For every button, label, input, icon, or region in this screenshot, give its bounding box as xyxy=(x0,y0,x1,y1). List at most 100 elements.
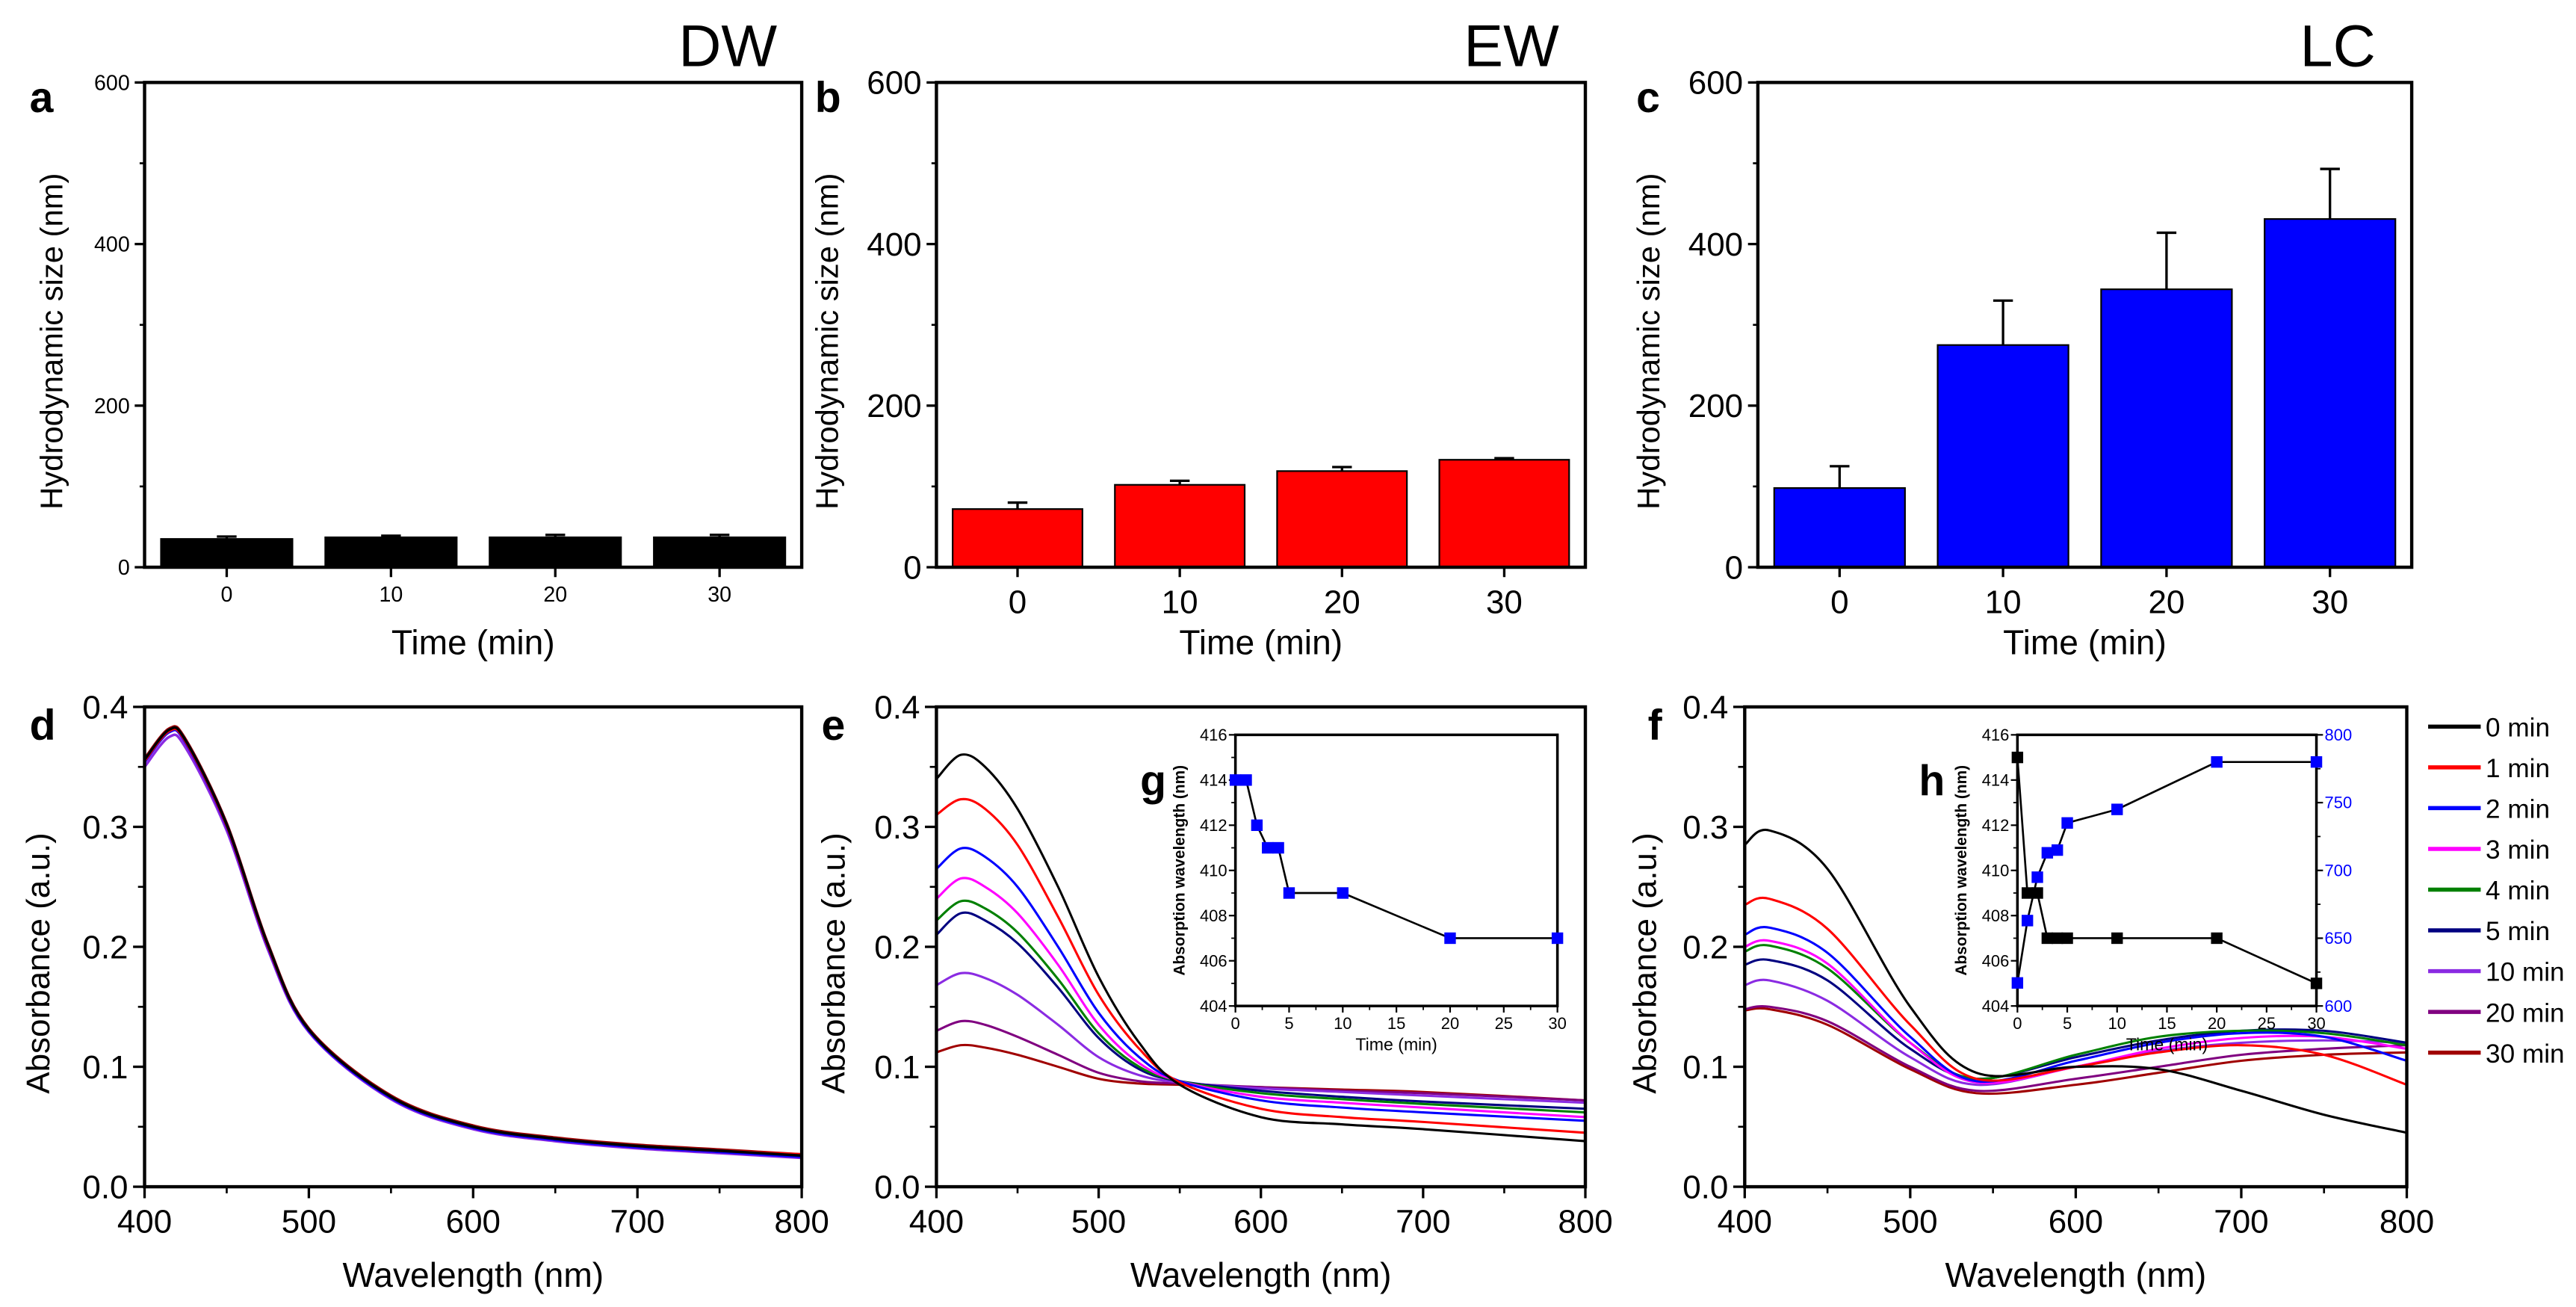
inset-y2-tick-label: 600 xyxy=(2325,997,2353,1016)
spectrum-line-e-4-min xyxy=(935,899,1586,1114)
inset-x-tick-label: 15 xyxy=(1387,1014,1405,1033)
y-axis-label: Absorbance (a.u.) xyxy=(1627,832,1664,1094)
x-tick-label: 700 xyxy=(610,1204,665,1240)
panel-title: DW xyxy=(678,12,777,78)
spectrum-line-d-0-min xyxy=(143,726,802,1158)
x-axis-label: Wavelength (nm) xyxy=(342,1255,604,1294)
inset-marker-h-0-0 xyxy=(2011,751,2024,764)
inset-x-tick-label: 20 xyxy=(1441,1014,1459,1033)
inset-marker-g-0-4 xyxy=(1272,841,1284,854)
inset-y-axis-label: Absorption wavelength (nm) xyxy=(1171,765,1188,976)
x-tick-label: 20 xyxy=(1324,584,1360,621)
panel-title: LC xyxy=(2300,12,2376,78)
inset-x-tick-label: 25 xyxy=(1495,1014,1513,1033)
x-tick-label: 600 xyxy=(446,1204,501,1240)
spectrum-line-d-5-min xyxy=(143,727,802,1158)
legend-label: 4 min xyxy=(2486,877,2550,906)
inset-y-tick-label: 404 xyxy=(1982,997,2010,1016)
y-tick-label: 0.4 xyxy=(1682,689,1728,726)
x-tick-label: 20 xyxy=(543,583,567,607)
plot-frame-e xyxy=(935,705,1588,1189)
panel-letter: b xyxy=(815,74,841,122)
y-tick-label: 0.1 xyxy=(82,1049,128,1086)
y-tick-label: 0.1 xyxy=(1682,1049,1728,1086)
spectrum-line-e-0-min xyxy=(935,753,1586,1143)
legend-label: 3 min xyxy=(2486,835,2550,865)
inset-x-tick-label: 30 xyxy=(1548,1014,1566,1033)
y-tick-label: 0 xyxy=(903,549,921,586)
inset-y-tick-label: 414 xyxy=(1982,771,2010,790)
spectrum-line-e-20-min xyxy=(935,1019,1586,1102)
inset-marker-h-1-6 xyxy=(2111,803,2123,815)
inset-marker-g-0-1 xyxy=(1240,774,1252,786)
x-tick-label: 500 xyxy=(282,1204,336,1240)
y-tick-label: 0.0 xyxy=(1682,1169,1728,1205)
y-tick-label: 0.2 xyxy=(1682,929,1728,965)
x-tick-label: 0 xyxy=(1009,584,1027,621)
inset-marker-g-0-0 xyxy=(1229,774,1242,786)
y-tick-label: 200 xyxy=(94,395,130,418)
inset-marker-h-1-4 xyxy=(2052,844,2063,856)
inset-marker-g-0-7 xyxy=(1444,932,1456,945)
bar-a-3 xyxy=(653,536,787,569)
x-tick-label: 0 xyxy=(1830,584,1848,621)
y-axis-label: Absorbance (a.u.) xyxy=(20,832,57,1094)
y-axis-label: Hydrodynamic size (nm) xyxy=(34,173,69,510)
spectrum-line-d-10-min xyxy=(143,733,802,1160)
spectrum-line-f-1-min xyxy=(1744,897,2408,1087)
x-tick-label: 10 xyxy=(1162,584,1198,621)
y-tick-label: 0.0 xyxy=(874,1169,920,1205)
inset-marker-g-0-3 xyxy=(1262,841,1274,854)
inset-y2-tick-label: 700 xyxy=(2325,861,2353,880)
y-tick-label: 0 xyxy=(1725,549,1743,586)
spectrum-line-e-3-min xyxy=(935,877,1586,1119)
bar-c-2 xyxy=(2100,288,2233,569)
x-tick-label: 800 xyxy=(1558,1204,1612,1240)
x-tick-label: 600 xyxy=(2049,1204,2103,1240)
x-axis-label: Time (min) xyxy=(1179,623,1343,662)
bar-c-1 xyxy=(1936,344,2069,569)
y-tick-label: 200 xyxy=(1688,388,1743,424)
bar-b-3 xyxy=(1438,459,1570,569)
inset-x-axis-label: Time (min) xyxy=(1355,1035,1437,1054)
inset-marker-g-0-2 xyxy=(1251,819,1263,831)
inset-y-tick-label: 410 xyxy=(1200,861,1227,880)
y-tick-label: 0.3 xyxy=(874,809,920,846)
spectrum-line-f-4-min xyxy=(1744,944,2407,1081)
x-tick-label: 20 xyxy=(2148,584,2185,621)
x-axis-label: Wavelength (nm) xyxy=(1945,1255,2207,1294)
spectrum-line-e-30-min xyxy=(935,1043,1586,1102)
inset-marker-h-0-5 xyxy=(2061,932,2073,945)
inset-marker-g-0-6 xyxy=(1337,887,1349,899)
y-tick-label: 400 xyxy=(867,226,921,263)
spectrum-line-f-30-min xyxy=(1744,1007,2407,1096)
inset-x-tick-label: 0 xyxy=(1231,1014,1240,1033)
inset-x-tick-label: 5 xyxy=(1284,1014,1293,1033)
inset-x-tick-label: 10 xyxy=(2108,1014,2126,1033)
spectrum-line-f-20-min xyxy=(1744,1005,2407,1093)
panel-title: EW xyxy=(1464,12,1559,78)
x-tick-label: 0 xyxy=(221,583,233,607)
inset-frame-g xyxy=(1233,733,1559,1007)
inset-frame-h xyxy=(2016,733,2318,1007)
y-axis-label: Hydrodynamic size (nm) xyxy=(1631,173,1666,510)
inset-y-tick-label: 406 xyxy=(1982,951,2010,970)
inset-x-axis-label: Time (min) xyxy=(2126,1035,2208,1054)
inset-marker-h-0-1 xyxy=(2021,887,2034,899)
spectrum-line-e-10-min xyxy=(935,971,1586,1104)
plot-frame-c xyxy=(1756,81,2414,569)
y-tick-label: 400 xyxy=(1688,226,1743,263)
y-tick-label: 0.3 xyxy=(1682,809,1728,846)
y-tick-label: 0.3 xyxy=(82,809,128,846)
bar-a-2 xyxy=(489,536,622,569)
inset-marker-h-0-8 xyxy=(2310,977,2323,989)
plot-frame-a xyxy=(143,81,804,569)
y-tick-label: 600 xyxy=(1688,65,1743,102)
y-tick-label: 600 xyxy=(867,65,921,102)
inset-x-tick-label: 5 xyxy=(2063,1014,2072,1033)
panel-letter: e xyxy=(821,702,845,750)
spectrum-line-d-1-min xyxy=(143,727,802,1156)
inset-letter: h xyxy=(1919,758,1945,806)
bar-a-0 xyxy=(160,538,294,569)
y-axis-label: Absorbance (a.u.) xyxy=(815,832,852,1093)
